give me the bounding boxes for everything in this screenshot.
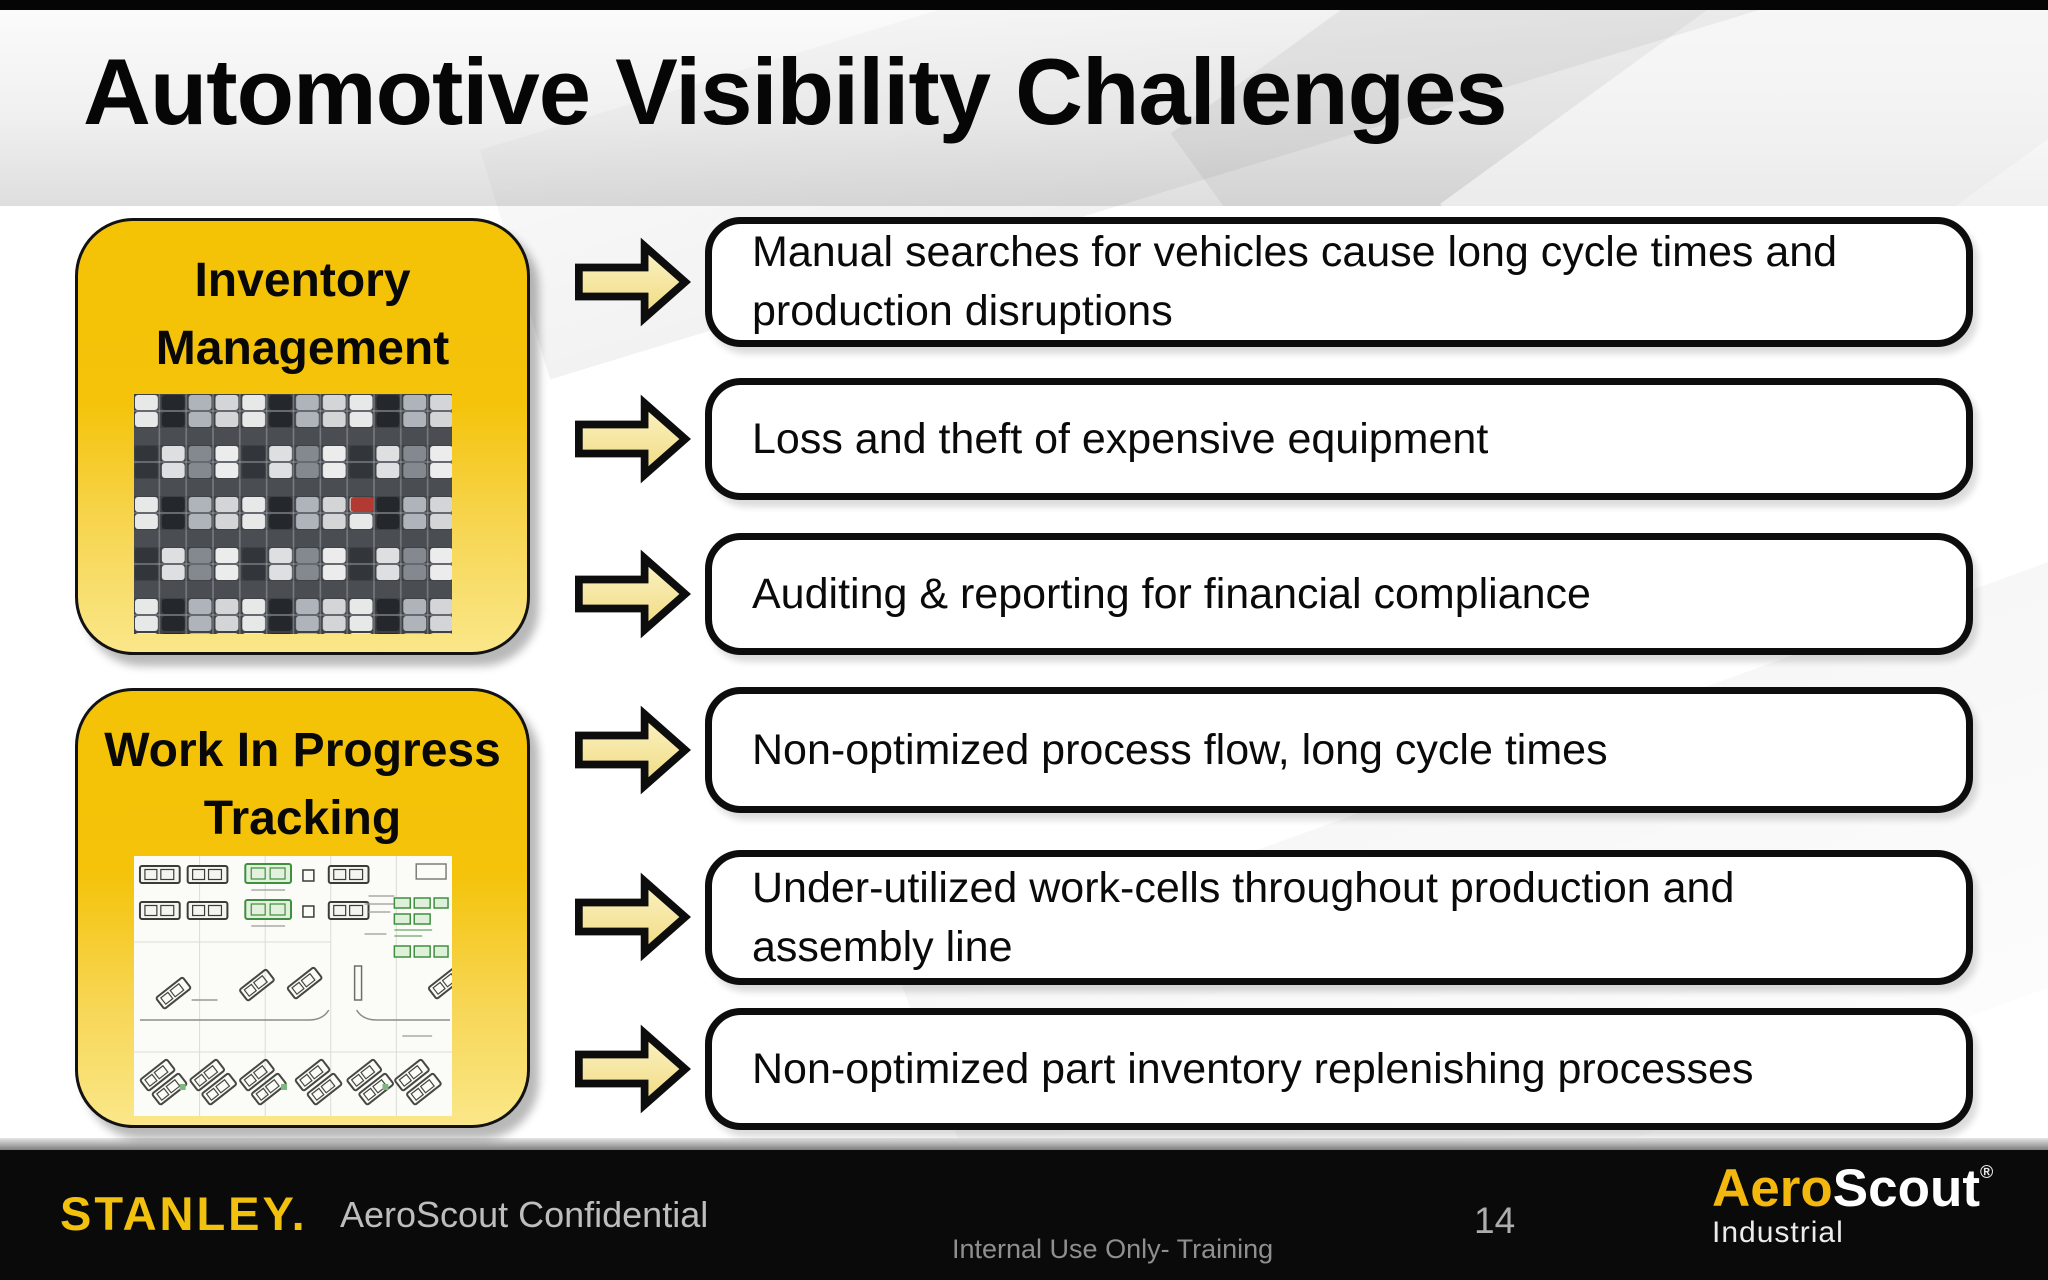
- page-title: Automotive Visibility Challenges: [83, 39, 1508, 144]
- challenge-text: Auditing & reporting for financial compl…: [752, 569, 1591, 618]
- parking-lot-image: [134, 394, 452, 634]
- aeroscout-division-label: Industrial: [1712, 1216, 1844, 1249]
- challenge-box: Auditing & reporting for financial compl…: [705, 533, 1973, 655]
- challenge-text: Manual searches for vehicles cause long …: [752, 228, 1838, 335]
- right-block-arrow-icon: [575, 394, 691, 484]
- category-label: Work In Progress Tracking: [104, 724, 501, 845]
- top-black-bar: [0, 0, 2048, 10]
- category-label: Inventory Management: [155, 254, 450, 375]
- right-block-arrow-icon: [575, 1024, 691, 1114]
- challenge-box: Non-optimized part inventory replenishin…: [705, 1008, 1973, 1130]
- challenge-box: Under-utilized work-cells throughout pro…: [705, 850, 1973, 985]
- challenge-text: Non-optimized part inventory replenishin…: [752, 1044, 1754, 1093]
- challenge-text: Loss and theft of expensive equipment: [752, 414, 1489, 463]
- stanley-logo: STANLEY.: [60, 1187, 308, 1240]
- challenge-text: Non-optimized process flow, long cycle t…: [752, 725, 1608, 774]
- slide-footer: STANLEY. AeroScout Confidential Internal…: [0, 1150, 2048, 1280]
- floor-plan-image: [134, 856, 452, 1116]
- footer-edge-divider: [0, 1138, 2048, 1150]
- category-inventory-management: Inventory Management: [75, 218, 530, 655]
- aeroscout-industrial-logo: AeroScout® Industrial: [1712, 1162, 1993, 1248]
- page-number: 14: [1474, 1200, 1516, 1241]
- confidential-label: AeroScout Confidential: [340, 1194, 709, 1235]
- right-block-arrow-icon: [575, 872, 691, 962]
- challenge-box: Non-optimized process flow, long cycle t…: [705, 687, 1973, 813]
- usage-note-label: Internal Use Only- Training: [952, 1234, 1274, 1264]
- category-work-in-progress-tracking: Work In Progress Tracking: [75, 688, 530, 1128]
- challenge-box: Loss and theft of expensive equipment: [705, 378, 1973, 500]
- challenge-text: Under-utilized work-cells throughout pro…: [752, 863, 1735, 971]
- aeroscout-wordmark: AeroScout®: [1712, 1159, 1994, 1218]
- right-block-arrow-icon: [575, 705, 691, 795]
- challenge-box: Manual searches for vehicles cause long …: [705, 217, 1973, 347]
- right-block-arrow-icon: [575, 549, 691, 639]
- right-block-arrow-icon: [575, 237, 691, 327]
- red-car-highlight: [350, 497, 374, 512]
- slide-header: Automotive Visibility Challenges: [0, 10, 2048, 206]
